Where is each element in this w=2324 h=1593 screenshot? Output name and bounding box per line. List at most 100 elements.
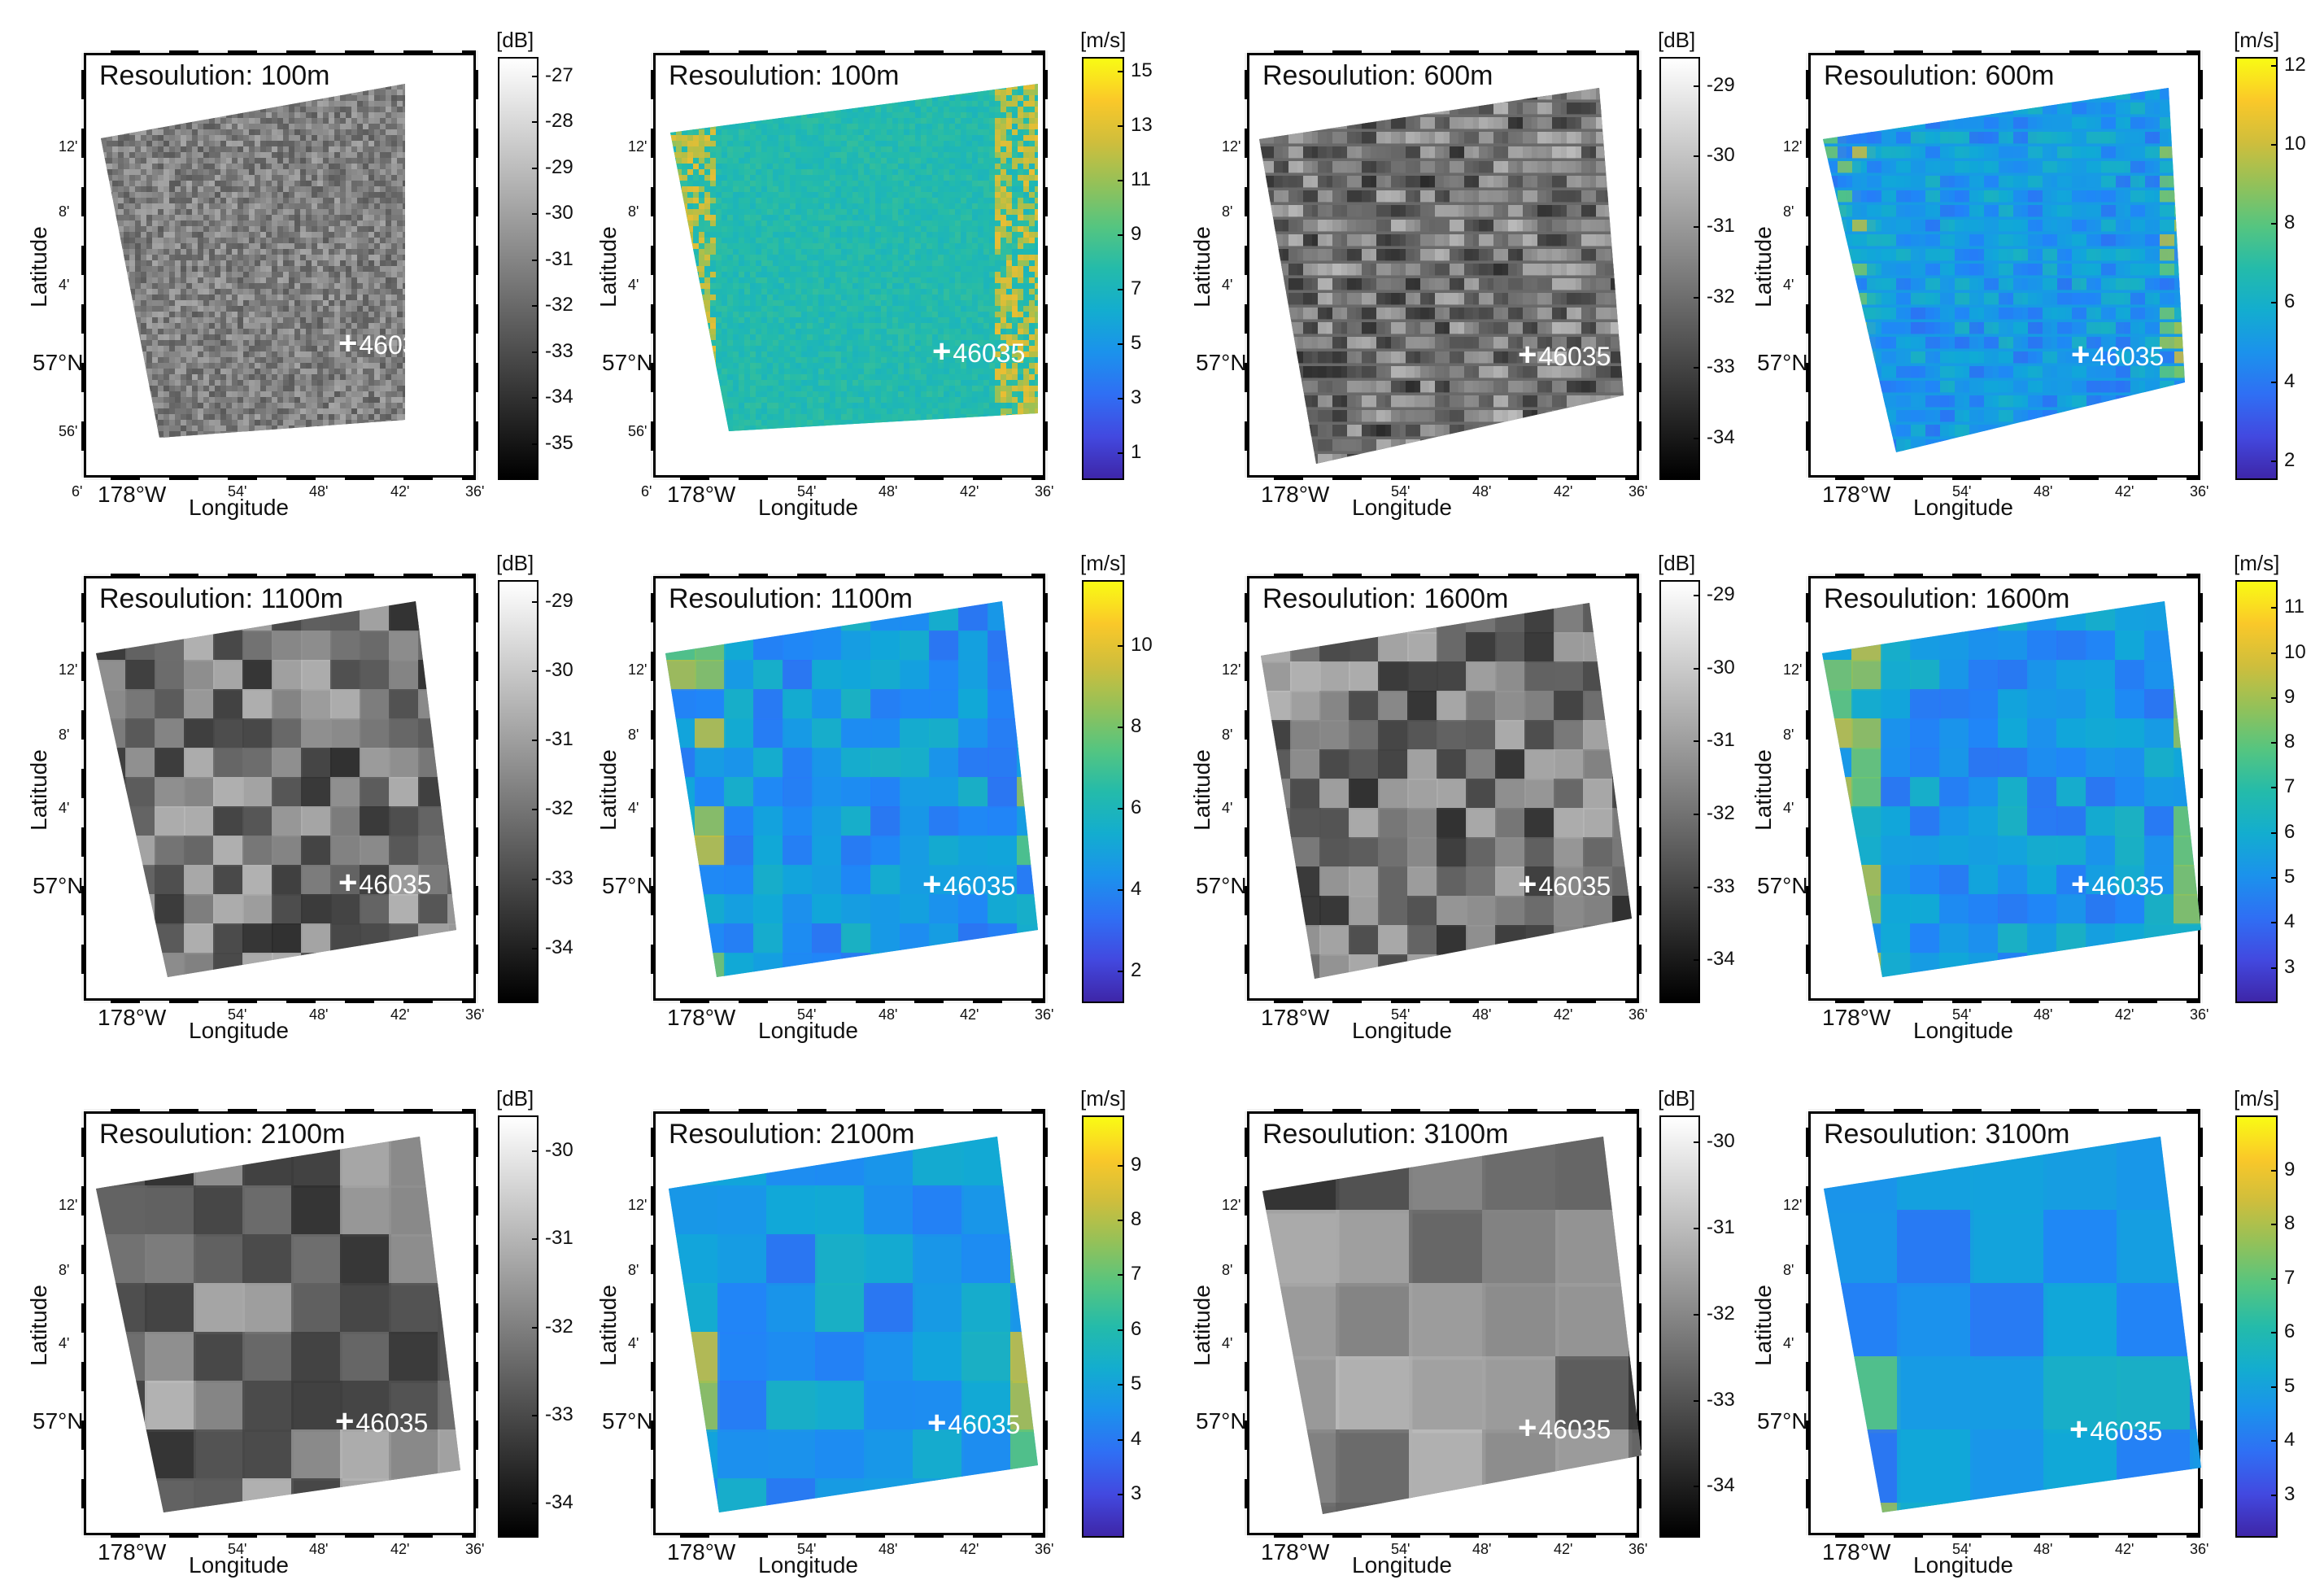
field-cell: [403, 89, 405, 96]
field-cell: [852, 112, 859, 119]
field-cell: [164, 238, 170, 244]
field-cell: [881, 215, 887, 221]
field-cell: [351, 186, 358, 193]
field-cell: [323, 118, 329, 124]
field-cell: [152, 391, 159, 398]
field-cell: [164, 334, 170, 341]
field-cell: [226, 175, 233, 181]
field-cell: [209, 198, 216, 204]
field-cell: [141, 334, 147, 341]
field-cell: [966, 107, 973, 113]
field-cell: [329, 198, 335, 204]
field-cell: [716, 158, 722, 164]
field-cell: [255, 312, 261, 318]
field-cell: [904, 118, 910, 124]
field-cell: [915, 209, 922, 216]
field-cell: [289, 426, 295, 432]
field-cell: [346, 255, 352, 261]
field-cell: [300, 249, 307, 255]
field-cell: [357, 300, 364, 307]
field-cell: [260, 346, 267, 352]
field-cell: [220, 369, 227, 375]
field-cell: [932, 89, 939, 96]
field-cell: [175, 112, 181, 119]
field-cell: [676, 129, 682, 136]
field-cell: [949, 95, 956, 102]
field-cell: [175, 209, 181, 216]
field-cell: [152, 295, 159, 301]
field-cell: [141, 209, 147, 216]
field-cell: [203, 317, 210, 324]
field-cell: [118, 334, 124, 341]
field-cell: [272, 238, 278, 244]
field-cell: [778, 112, 785, 119]
field-cell: [277, 232, 284, 238]
field-cell: [380, 129, 386, 136]
field-cell: [397, 135, 403, 142]
field-cell: [255, 351, 261, 358]
field-cell: [232, 107, 238, 113]
field-cell: [357, 186, 364, 193]
field-cell: [397, 198, 403, 204]
field-cell: [727, 215, 734, 221]
field-cell: [164, 129, 170, 136]
field-cell: [847, 203, 853, 210]
field-cell: [687, 129, 694, 136]
field-cell: [756, 209, 762, 216]
field-cell: [135, 334, 142, 341]
field-cell: [391, 260, 398, 267]
field-cell: [357, 232, 364, 238]
field-cell: [391, 317, 398, 324]
field-cell: [340, 107, 347, 113]
field-cell: [334, 112, 341, 119]
field-cell: [938, 186, 944, 193]
field-cell: [334, 351, 341, 358]
field-cell: [368, 89, 375, 96]
field-cell: [847, 107, 853, 113]
field-cell: [949, 181, 956, 187]
field-cell: [380, 386, 386, 392]
field-cell: [892, 158, 899, 164]
field-cell: [203, 380, 210, 386]
field-cell: [733, 186, 739, 193]
field-cell: [232, 232, 238, 238]
field-cell: [283, 300, 290, 307]
field-cell: [801, 164, 808, 170]
field-cell: [978, 84, 984, 90]
field-cell: [938, 95, 944, 102]
field-cell: [346, 112, 352, 119]
field-cell: [152, 118, 159, 124]
field-cell: [687, 181, 694, 187]
field-cell: [351, 312, 358, 318]
field-cell: [397, 95, 403, 102]
field-cell: [989, 95, 996, 102]
field-cell: [1018, 124, 1024, 130]
field-cell: [1029, 146, 1036, 153]
field-cell: [169, 386, 176, 392]
field-cell: [904, 95, 910, 102]
field-cell: [146, 164, 153, 170]
field-cell: [875, 118, 882, 124]
field-cell: [300, 391, 307, 398]
field-cell: [921, 112, 927, 119]
field-cell: [300, 129, 307, 136]
field-cell: [181, 323, 187, 330]
field-cell: [351, 158, 358, 164]
field-cell: [972, 95, 979, 102]
field-cell: [255, 277, 261, 284]
field-cell: [1006, 95, 1013, 102]
field-cell: [306, 277, 312, 284]
field-cell: [215, 232, 221, 238]
field-cell: [750, 158, 756, 164]
field-cell: [169, 158, 176, 164]
field-cell: [989, 175, 996, 181]
field-cell: [260, 374, 267, 381]
field-cell: [272, 277, 278, 284]
field-cell: [323, 203, 329, 210]
field-cell: [397, 146, 403, 153]
field-cell: [744, 152, 751, 159]
field-cell: [289, 351, 295, 358]
field-cell: [118, 141, 124, 147]
field-cell: [226, 169, 233, 176]
field-cell: [340, 266, 347, 273]
